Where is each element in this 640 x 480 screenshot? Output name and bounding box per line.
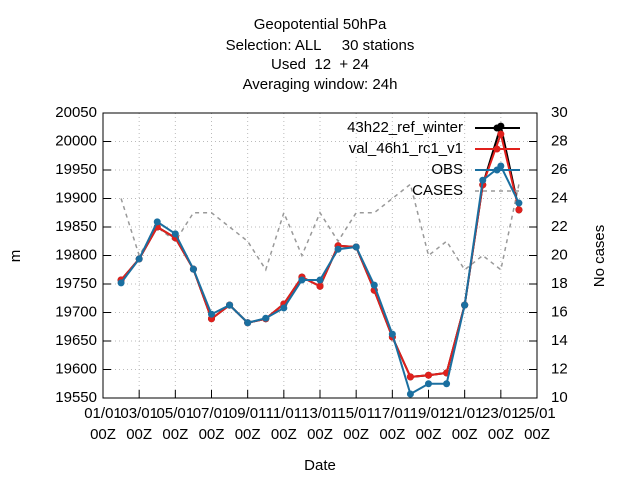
y2-tick-label: 18 — [551, 275, 568, 292]
plot-frame — [102, 112, 538, 399]
y-tick-label: 19900 — [55, 189, 97, 206]
y-tick-label: 20000 — [55, 132, 97, 149]
data-point — [370, 281, 378, 289]
y-tick-label: 19750 — [55, 275, 97, 292]
legend-label: val_46h1_rc1_v1 — [349, 140, 463, 157]
y2-tick-label: 20 — [551, 246, 568, 263]
legend-label: OBS — [431, 161, 463, 178]
y-tick-label: 19800 — [55, 246, 97, 263]
y-axis-label: m — [7, 250, 24, 263]
x-tick-label: 23/01 00Z — [482, 405, 520, 443]
legend-marker — [493, 145, 501, 153]
y-tick-label: 19650 — [55, 332, 97, 349]
chart-subtitle: Used 12 + 24 — [271, 56, 369, 73]
data-point — [189, 265, 197, 273]
x-tick-label: 01/01 00Z — [84, 405, 122, 443]
data-point — [515, 199, 523, 207]
y2-tick-label: 26 — [551, 161, 568, 178]
y2-tick-label: 24 — [551, 189, 568, 206]
chart-title: Geopotential 50hPa — [254, 16, 387, 33]
y2-tick-label: 28 — [551, 132, 568, 149]
x-tick-label: 05/01 00Z — [156, 405, 195, 443]
data-point — [479, 176, 487, 184]
data-point — [208, 310, 215, 318]
data-point — [406, 390, 414, 398]
data-point — [262, 314, 270, 322]
y2-tick-label: 10 — [551, 389, 568, 406]
data-point — [461, 301, 469, 309]
data-point — [406, 373, 414, 381]
data-point — [352, 243, 360, 251]
data-point — [334, 245, 342, 253]
y2-tick-label: 16 — [551, 303, 568, 320]
x-tick-label: 17/01 00Z — [373, 405, 412, 443]
series-line — [120, 182, 520, 272]
y-tick-label: 19700 — [55, 303, 97, 320]
data-point — [388, 330, 396, 338]
legend-label: 43h22_ref_winter — [347, 119, 463, 136]
x-tick-label: 09/01 00Z — [228, 405, 267, 443]
y2-axis-label: No cases — [591, 225, 608, 288]
y2-tick-label: 14 — [551, 332, 568, 349]
x-tick-label: 07/01 00Z — [192, 405, 231, 443]
data-point — [244, 319, 252, 327]
data-point — [497, 130, 505, 138]
legend-label: CASES — [412, 182, 463, 199]
data-point — [443, 380, 451, 388]
x-tick-label: 11/01 00Z — [265, 405, 303, 443]
data-point — [298, 276, 306, 284]
data-point — [135, 255, 143, 263]
y2-tick-label: 30 — [551, 104, 568, 121]
x-tick-label: 15/01 00Z — [337, 405, 375, 443]
data-point — [425, 371, 432, 379]
x-tick-label: 25/01 00Z — [518, 405, 556, 443]
data-point — [226, 301, 234, 309]
y-tick-label: 19850 — [55, 218, 97, 235]
y-tick-label: 19600 — [55, 360, 97, 377]
chart-subtitle: Selection: ALL 30 stations — [226, 37, 415, 54]
y2-tick-label: 12 — [551, 360, 568, 377]
data-point — [171, 230, 179, 238]
y2-tick-label: 22 — [551, 218, 568, 235]
y-tick-label: 19550 — [55, 389, 97, 406]
y-tick-label: 20050 — [55, 104, 97, 121]
legend-marker — [493, 124, 501, 132]
data-point — [280, 304, 288, 312]
chart-subtitle: Averaging window: 24h — [243, 76, 398, 93]
data-point — [515, 206, 523, 214]
x-axis-label: Date — [304, 457, 336, 474]
x-tick-label: 19/01 00Z — [409, 405, 448, 443]
data-point — [425, 380, 432, 388]
data-point — [316, 276, 324, 284]
data-point — [316, 282, 324, 290]
data-point — [153, 218, 161, 226]
legend-marker — [493, 166, 501, 174]
data-point — [117, 279, 125, 287]
x-tick-label: 21/01 00Z — [445, 405, 484, 443]
y-tick-label: 19950 — [55, 161, 97, 178]
x-tick-label: 13/01 00Z — [301, 405, 339, 443]
x-tick-label: 03/01 00Z — [120, 405, 158, 443]
